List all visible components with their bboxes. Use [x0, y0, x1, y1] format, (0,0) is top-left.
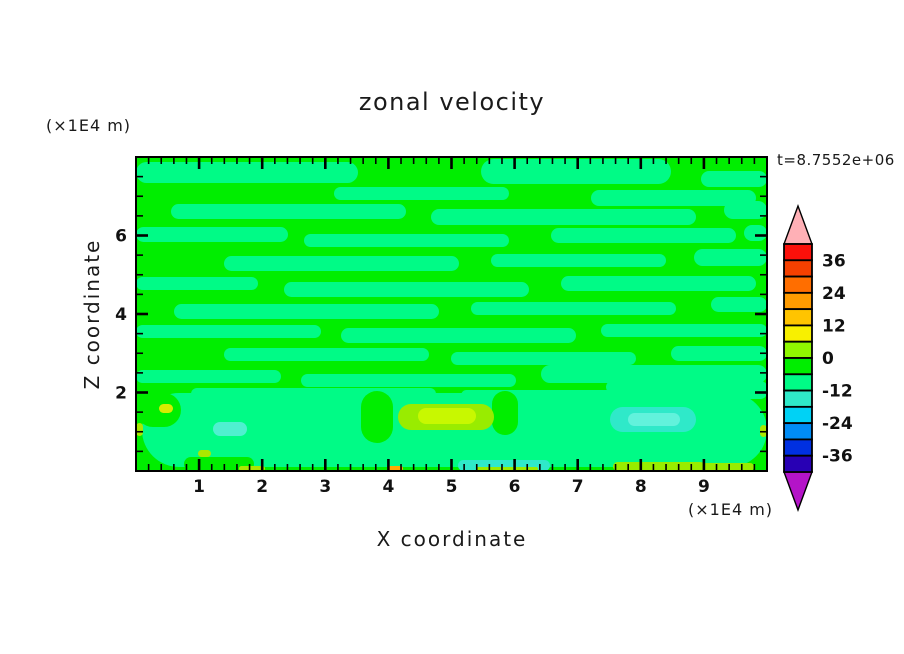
x-tick-label: 7 [572, 477, 584, 497]
time-annotation: t=8.7552e+06 [777, 151, 895, 169]
contour-region-green [361, 391, 393, 443]
contour-region-yellow_green [159, 404, 173, 413]
contour-region-mint [541, 365, 767, 383]
contour-region-mint [671, 346, 767, 361]
contour-region-mint [491, 254, 666, 267]
contour-region-mint [171, 204, 406, 219]
colorbar-label: -24 [822, 414, 853, 434]
colorbar-label: -12 [822, 382, 853, 402]
x-tick-label: 8 [635, 477, 647, 497]
contour-region-mint [334, 187, 509, 200]
colorbar-segment [783, 308, 813, 327]
x-tick-label: 2 [256, 477, 268, 497]
contour-region-mint [304, 234, 509, 247]
colorbar-label: 12 [822, 316, 846, 336]
contour-region-mint [136, 277, 258, 290]
colorbar-segment [783, 291, 813, 311]
contour-region-lime [136, 423, 143, 436]
contour-region-mint [711, 297, 767, 312]
x-axis-units-label: (×1E4 m) [688, 500, 774, 519]
x-tick-label: 6 [509, 477, 521, 497]
colorbar-segment [783, 275, 813, 294]
z-axis-title: Z coordinate [80, 238, 104, 390]
contour-region-lemon [418, 408, 476, 424]
x-axis-title: X coordinate [376, 527, 528, 551]
contour-region-mint [284, 282, 529, 297]
chart-title: zonal velocity [358, 88, 546, 116]
z-tick-label: 2 [115, 384, 127, 404]
colorbar-label: 24 [822, 284, 846, 304]
colorbar-segment [783, 389, 813, 408]
contour-region-mint [551, 228, 736, 243]
contour-region-mint [224, 256, 459, 271]
colorbar-segment [783, 357, 813, 376]
colorbar-label: 0 [822, 349, 834, 369]
colorbar-segment [783, 405, 813, 425]
colorbar-segment [783, 340, 813, 359]
contour-region-mint [481, 159, 671, 184]
contour-region-mint [174, 304, 439, 319]
contour-region-mint [451, 352, 636, 365]
z-tick-label: 4 [115, 305, 127, 325]
contour-region-lime [198, 450, 211, 457]
contour-region-chartreuse [702, 463, 754, 471]
colorbar-segment [783, 259, 813, 278]
colorbar-segment [783, 422, 813, 441]
x-tick-label: 3 [319, 477, 331, 497]
plot-frame [135, 156, 768, 472]
colorbar-label: -36 [822, 447, 853, 467]
z-tick-label: 6 [115, 227, 127, 247]
colorbar-segment [783, 243, 813, 262]
contour-region-mint [471, 302, 676, 315]
contour-region-mint [136, 162, 358, 183]
contour-region-green [492, 391, 518, 435]
colorbar-arrow-under [782, 471, 814, 513]
contour-region-mint [431, 209, 696, 225]
colorbar-arrow-over [782, 203, 814, 245]
contour-region-chartreuse [613, 462, 705, 471]
contour-region-green [136, 393, 181, 427]
colorbar-label: 36 [822, 251, 846, 271]
contour-region-lime [239, 466, 265, 471]
contour-region-cyan_light [213, 422, 247, 436]
x-tick-label: 9 [698, 477, 710, 497]
contour-region-mint [744, 225, 767, 241]
contour-region-mint [136, 370, 281, 383]
x-tick-label: 4 [382, 477, 394, 497]
contour-region-mint [561, 276, 756, 291]
colorbar-segment [783, 324, 813, 343]
contour-region-mint [601, 324, 767, 337]
contour-region-mint [136, 227, 288, 242]
colorbar-segment [783, 454, 813, 473]
z-axis-units-label: (×1E4 m) [46, 116, 132, 135]
contour-region-mint [694, 249, 767, 266]
contour-region-mint [136, 325, 321, 338]
x-tick-label: 5 [446, 477, 458, 497]
contour-region-mint [724, 201, 767, 219]
contour-region-mint [341, 328, 576, 343]
contour-region-mint [701, 171, 767, 187]
colorbar-segment [783, 373, 813, 392]
contour-region-mint [224, 348, 429, 361]
contour-region-orange [387, 466, 403, 471]
contour-region-mint [301, 374, 516, 387]
contour-region-mint [591, 190, 756, 206]
colorbar-segment [783, 438, 813, 457]
contour-field [136, 159, 767, 471]
x-tick-label: 1 [193, 477, 205, 497]
contour-region-turquoise_light [628, 413, 680, 426]
